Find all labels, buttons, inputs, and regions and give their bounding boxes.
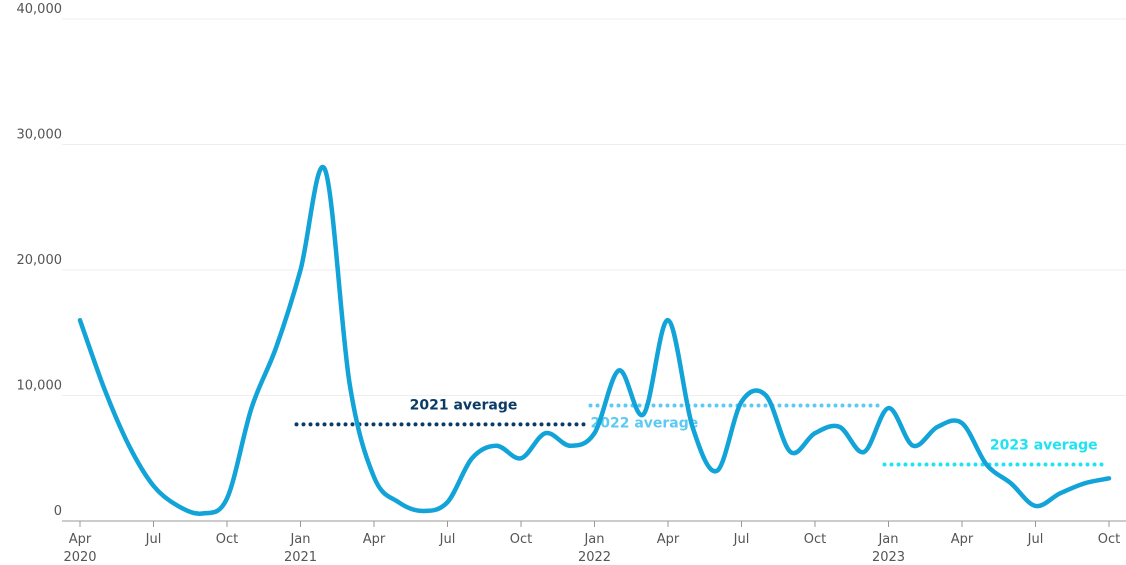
x-tick-label: Oct [1098, 532, 1120, 547]
x-tick-label-line: Jan [289, 532, 310, 547]
x-tick-label: Oct [804, 532, 826, 547]
x-tick-label-line: Apr [69, 532, 92, 547]
x-tick-label: Jul [439, 532, 456, 547]
x-tick-label: Oct [510, 532, 532, 547]
x-tick-label-line: Jul [1027, 532, 1044, 547]
x-tick-label-line: 2022 [578, 550, 611, 565]
x-tick-label: Jan 2023 [872, 532, 905, 565]
x-tick-label-line: 2020 [63, 550, 96, 565]
x-tick-label-line: Oct [216, 532, 238, 547]
x-tick-label-line: Jan [583, 532, 604, 547]
y-tick-label: 0 [54, 504, 62, 519]
x-tick-label: Apr 2020 [63, 532, 96, 565]
x-tick-label-line: Oct [804, 532, 826, 547]
x-tick-label-line: Oct [1098, 532, 1120, 547]
x-tick-label-line: Apr [951, 532, 974, 547]
x-tick-label: Jan 2022 [578, 532, 611, 565]
x-tick-label-line: Apr [363, 532, 386, 547]
average-label: 2023 average [990, 438, 1098, 454]
x-tick-label: Apr [657, 532, 680, 547]
x-tick-label-line: Jan [877, 532, 898, 547]
data-line [77, 164, 1112, 516]
x-tick-label-line: Jul [733, 532, 750, 547]
x-tick-label: Oct [216, 532, 238, 547]
x-tick-label: Apr [951, 532, 974, 547]
x-tick-label-line: 2021 [284, 550, 317, 565]
y-tick-label: 30,000 [17, 128, 63, 143]
y-tick-label: 10,000 [17, 379, 63, 394]
x-tick-label-line: Jul [439, 532, 456, 547]
y-tick-label: 20,000 [17, 253, 63, 268]
x-tick-label-line: Oct [510, 532, 532, 547]
x-tick-label-line: Apr [657, 532, 680, 547]
x-tick-label: Jan 2021 [284, 532, 317, 565]
x-tick-label: Apr [363, 532, 386, 547]
x-tick-label: Jul [733, 532, 750, 547]
x-tick-label-line: Jul [145, 532, 162, 547]
y-tick-label: 40,000 [17, 2, 63, 17]
average-label: 2021 average [410, 397, 518, 413]
x-tick-label: Jul [1027, 532, 1044, 547]
x-tick-label: Jul [145, 532, 162, 547]
average-label: 2022 average [591, 416, 699, 432]
x-tick-label-line: 2023 [872, 550, 905, 565]
